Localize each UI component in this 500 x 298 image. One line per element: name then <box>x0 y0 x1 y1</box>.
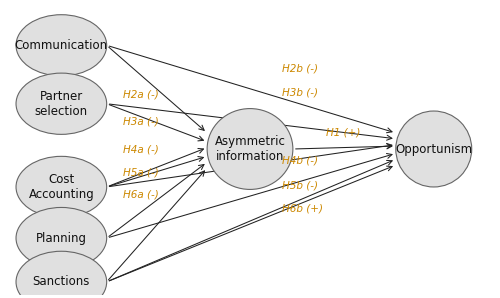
Text: Sanctions: Sanctions <box>32 275 90 288</box>
Text: H6a (-): H6a (-) <box>122 189 158 199</box>
Ellipse shape <box>16 156 106 218</box>
Ellipse shape <box>207 108 293 190</box>
Text: Opportunism: Opportunism <box>395 142 472 156</box>
Text: H3a (-): H3a (-) <box>122 116 158 126</box>
Text: Asymmetric
information: Asymmetric information <box>214 135 286 163</box>
Text: H4b (-): H4b (-) <box>282 156 318 166</box>
Ellipse shape <box>16 251 106 298</box>
Text: H2b (-): H2b (-) <box>282 64 318 74</box>
Text: H5a (-): H5a (-) <box>122 167 158 177</box>
Text: Planning: Planning <box>36 232 87 245</box>
Ellipse shape <box>396 111 471 187</box>
Text: H6b (+): H6b (+) <box>282 204 323 214</box>
Text: H5b (-): H5b (-) <box>282 181 318 190</box>
Ellipse shape <box>16 15 106 76</box>
Text: H4a (-): H4a (-) <box>122 144 158 154</box>
Text: Partner
selection: Partner selection <box>35 90 88 118</box>
Text: H2a (-): H2a (-) <box>122 90 158 100</box>
Text: H1 (+): H1 (+) <box>326 128 360 138</box>
Text: Cost
Accounting: Cost Accounting <box>28 173 94 201</box>
Ellipse shape <box>16 207 106 269</box>
Text: Communication: Communication <box>15 39 108 52</box>
Text: H3b (-): H3b (-) <box>282 87 318 97</box>
Ellipse shape <box>16 73 106 134</box>
